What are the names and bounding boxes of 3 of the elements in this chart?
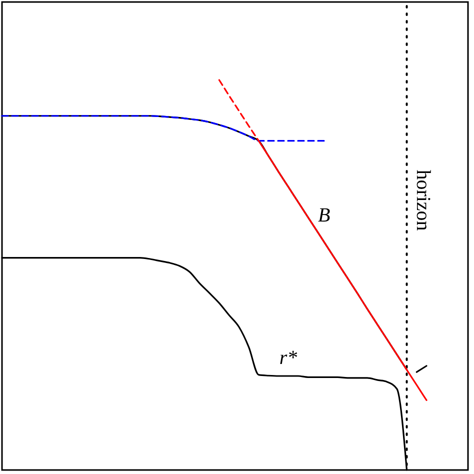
annotation: horizon [412,170,434,231]
series-label: r* [279,347,298,370]
series-label: B [318,204,330,226]
